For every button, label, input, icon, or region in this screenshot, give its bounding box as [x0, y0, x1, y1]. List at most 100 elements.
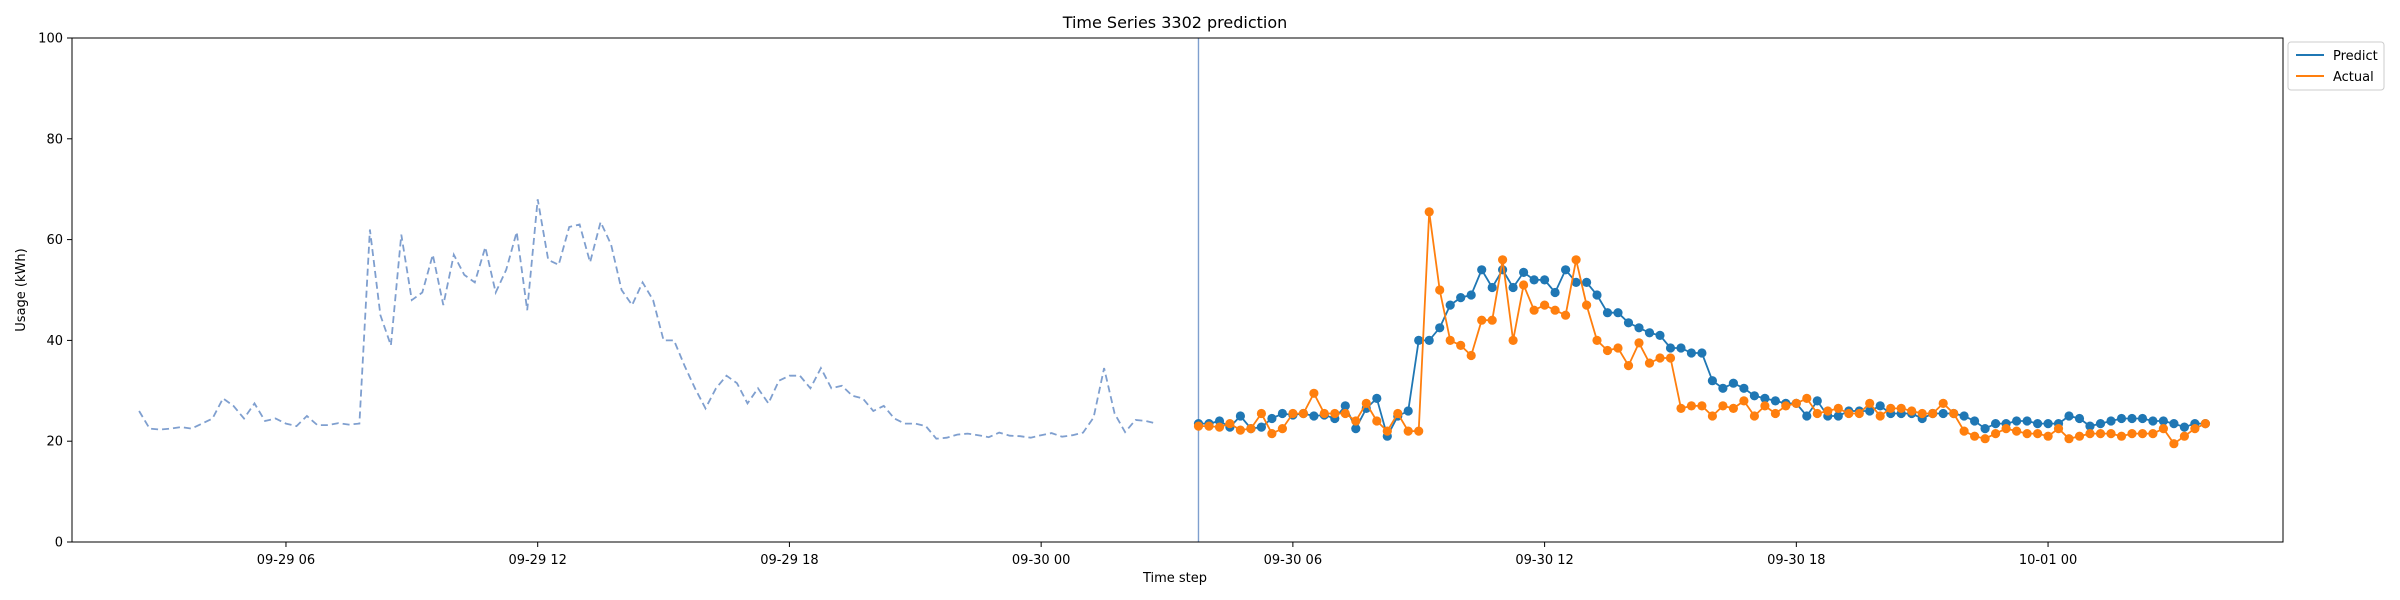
point-prediction — [1833, 411, 1843, 421]
point-actual — [1802, 393, 1812, 403]
point-actual — [1907, 406, 1917, 416]
point-actual — [1854, 408, 1864, 419]
point-prediction — [2043, 419, 2053, 429]
point-actual — [1623, 361, 1634, 371]
point-actual — [2200, 419, 2210, 429]
point-actual — [2158, 424, 2168, 434]
point-actual — [1959, 426, 1969, 436]
y-tick-label: 80 — [46, 132, 63, 147]
point-actual — [2190, 424, 2200, 434]
point-prediction — [1634, 323, 1644, 333]
point-prediction — [1582, 277, 1592, 287]
point-actual — [1330, 408, 1340, 419]
point-actual — [1886, 403, 1896, 413]
point-actual — [1466, 350, 1476, 361]
legend: Predict Actual — [2287, 41, 2385, 91]
axes-frame — [71, 37, 2284, 543]
point-prediction — [1613, 308, 1623, 318]
point-prediction — [2148, 416, 2158, 426]
point-prediction — [1309, 411, 1319, 421]
point-actual — [1435, 285, 1445, 295]
point-actual — [1875, 411, 1885, 421]
point-prediction — [1686, 348, 1696, 358]
point-actual — [2179, 431, 2189, 441]
point-actual — [1277, 424, 1287, 434]
point-actual — [2137, 429, 2148, 439]
point-prediction — [1865, 406, 1875, 416]
x-tick-label: 09-29 06 — [257, 553, 315, 568]
point-prediction — [2169, 419, 2179, 429]
point-actual — [1938, 398, 1948, 408]
point-actual — [2012, 426, 2022, 436]
point-actual — [1791, 398, 1801, 408]
point-actual — [1582, 300, 1592, 310]
point-prediction — [1435, 323, 1445, 333]
point-actual — [1540, 300, 1550, 310]
point-prediction — [1477, 265, 1487, 275]
point-prediction — [2074, 413, 2085, 424]
point-actual — [1634, 338, 1644, 348]
point-prediction — [2106, 416, 2116, 426]
point-actual — [1193, 421, 1204, 431]
point-prediction — [1267, 413, 1277, 424]
point-actual — [1865, 398, 1875, 408]
x-tick-label: 09-30 06 — [1264, 553, 1322, 568]
x-axis-label: Time step — [1142, 571, 1207, 586]
point-actual — [1403, 426, 1413, 436]
point-actual — [1665, 353, 1676, 363]
point-prediction — [1571, 277, 1581, 287]
point-prediction — [1655, 330, 1665, 340]
point-actual — [1487, 315, 1497, 325]
point-prediction — [1277, 408, 1287, 419]
point-prediction — [2137, 413, 2148, 424]
point-actual — [2022, 429, 2032, 439]
point-actual — [1214, 422, 1225, 432]
point-actual — [1812, 408, 1822, 419]
point-prediction — [1561, 265, 1571, 275]
point-actual — [2169, 439, 2179, 449]
point-actual — [1833, 403, 1843, 413]
point-actual — [1309, 388, 1319, 398]
point-actual — [1456, 340, 1466, 350]
point-actual — [1288, 408, 1298, 419]
point-actual — [1393, 408, 1403, 419]
point-actual — [1445, 335, 1455, 345]
point-prediction — [1351, 424, 1361, 434]
point-prediction — [1991, 419, 2001, 429]
point-prediction — [2095, 419, 2106, 429]
x-tick-label: 09-29 12 — [508, 553, 566, 568]
point-prediction — [1540, 275, 1550, 285]
point-prediction — [1403, 406, 1413, 416]
point-actual — [1718, 401, 1728, 411]
point-actual — [1340, 408, 1350, 419]
point-actual — [1382, 426, 1392, 436]
point-actual — [1760, 401, 1770, 411]
point-actual — [1949, 408, 1959, 419]
x-tick-label: 09-30 12 — [1515, 553, 1573, 568]
point-prediction — [1519, 267, 1529, 277]
point-prediction — [2116, 413, 2127, 424]
point-prediction — [1812, 396, 1822, 406]
point-prediction — [1676, 343, 1686, 353]
point-actual — [2127, 429, 2137, 439]
point-actual — [1298, 408, 1308, 419]
point-prediction — [1728, 378, 1738, 388]
series-actual — [1193, 207, 2210, 449]
y-tick-label: 60 — [46, 233, 63, 248]
point-actual — [1739, 396, 1749, 406]
point-prediction — [2127, 413, 2137, 424]
point-prediction — [1550, 287, 1560, 298]
point-prediction — [1372, 393, 1382, 403]
point-prediction — [2085, 421, 2095, 431]
point-actual — [1361, 398, 1371, 408]
point-actual — [1571, 255, 1581, 265]
legend-label-actual: Actual — [2333, 70, 2374, 85]
point-actual — [1928, 408, 1938, 419]
point-actual — [1246, 424, 1256, 434]
point-actual — [1823, 406, 1833, 416]
point-prediction — [1980, 424, 1990, 434]
point-actual — [1256, 408, 1266, 419]
point-actual — [1697, 401, 1707, 411]
point-prediction — [1340, 401, 1350, 411]
point-actual — [1592, 335, 1602, 345]
